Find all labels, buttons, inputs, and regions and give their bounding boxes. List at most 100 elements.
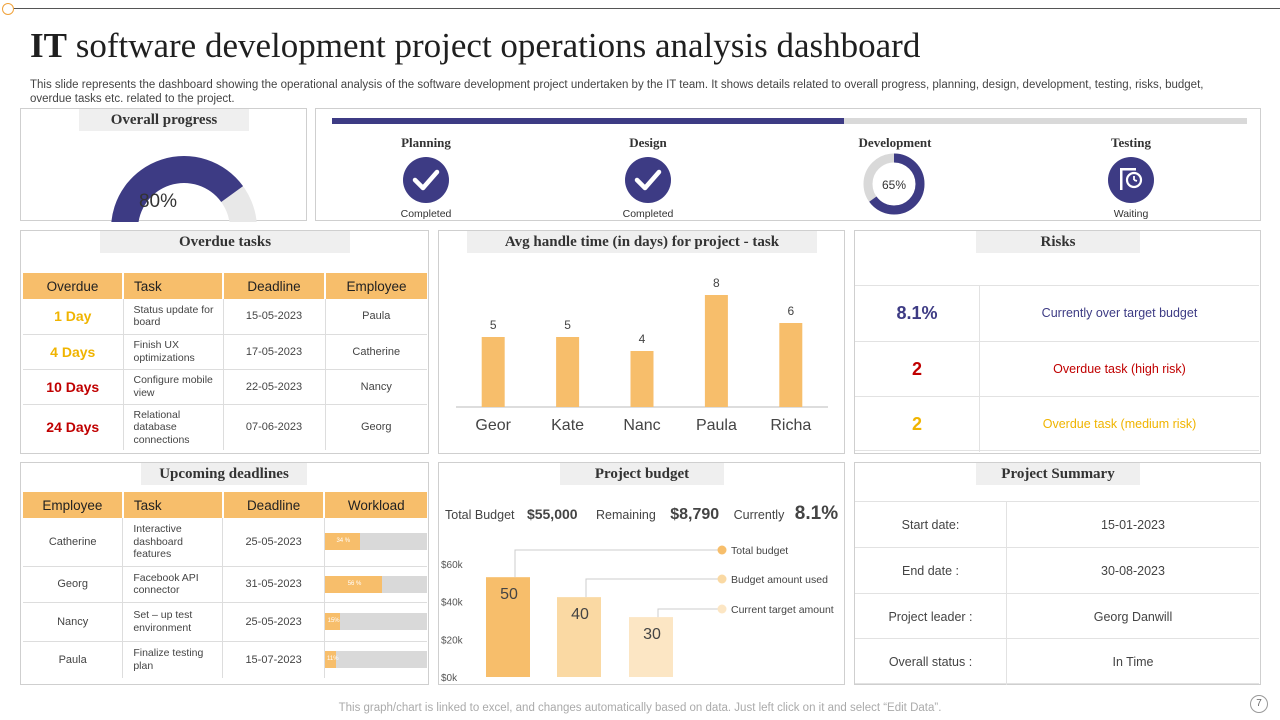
col-task: Task	[123, 273, 224, 299]
summary-row: Overall status : In Time	[855, 638, 1259, 685]
risk-text: Currently over target budget	[1041, 306, 1198, 320]
summary-label: Overall status :	[855, 639, 1007, 685]
bar	[486, 577, 530, 677]
deadline: 31-05-2023	[222, 566, 325, 603]
y-tick-label: $0k	[441, 673, 458, 684]
deadline: 17-05-2023	[223, 334, 326, 370]
remaining-label: Remaining	[596, 508, 656, 522]
timer-icon	[1108, 157, 1154, 203]
table-row: Nancy Set – up test environment 25-05-20…	[23, 602, 427, 642]
page-subtitle: This slide represents the dashboard show…	[30, 79, 1204, 105]
stages-panel: Planning Completed Design Completed Deve…	[315, 108, 1261, 221]
table-row: Paula Finalize testing plan 15-07-2023 1…	[23, 641, 427, 678]
risk-value: 8.1%	[855, 286, 980, 341]
bar	[556, 337, 580, 407]
task-name: Interactive dashboard features	[122, 518, 224, 567]
handle-time-chart: 5 Geor 5 Kate 4 Nanc 8 Paula 6 Richa	[456, 276, 828, 434]
col-workload: Workload	[324, 492, 427, 518]
task-name: Facebook API connector	[122, 566, 224, 603]
task-name: Status update for board	[123, 299, 224, 335]
remaining-value: $8,790	[670, 506, 720, 523]
task-name: Finalize testing plan	[122, 641, 224, 678]
stage-testing-label: Testing	[1111, 135, 1151, 150]
task-name: Relational database connections	[123, 404, 224, 450]
table-row: 10 Days Configure mobile view 22-05-2023…	[23, 369, 427, 405]
table-row: Catherine Interactive dashboard features…	[23, 518, 427, 567]
legend-label: Budget amount used	[731, 574, 828, 586]
upcoming-deadlines-panel: Upcoming deadlines Employee Task Deadlin…	[20, 462, 429, 685]
summary-label: Start date:	[855, 502, 1007, 548]
task-name: Finish UX optimizations	[123, 334, 224, 370]
risk-text: Overdue task (high risk)	[1053, 362, 1186, 376]
overdue-tasks-panel: Overdue tasks Overdue Task Deadline Empl…	[20, 230, 429, 454]
overall-progress-title: Overall progress	[79, 109, 249, 131]
summary-row: End date : 30-08-2023	[855, 547, 1259, 594]
budget-summary: Total Budget $55,000 Remaining $8,790 Cu…	[445, 503, 845, 525]
data-label: 5	[490, 318, 497, 332]
risk-text: Overdue task (medium risk)	[1042, 417, 1197, 431]
page-number: 7	[1250, 695, 1268, 713]
legend-label: Total budget	[731, 545, 788, 557]
deadline: 07-06-2023	[223, 404, 326, 450]
risk-value: 2	[855, 397, 980, 452]
data-label: 40	[571, 606, 589, 623]
col-employee: Employee	[23, 492, 124, 518]
deadline: 22-05-2023	[223, 369, 326, 405]
y-tick-label: $20k	[441, 635, 464, 646]
workload-cell: 11%	[324, 641, 427, 678]
summary-row: Project leader : Georg Danwill	[855, 593, 1259, 640]
project-summary-panel: Project Summary Start date: 15-01-2023 E…	[854, 462, 1261, 685]
top-rule	[12, 8, 1280, 9]
currently-label: Currently	[733, 508, 785, 522]
stage-design-status: Completed	[622, 208, 674, 220]
employee: Nancy	[325, 369, 427, 405]
table-row: Georg Facebook API connector 31-05-2023 …	[23, 566, 427, 603]
workload-cell: 15%	[324, 602, 427, 642]
risk-row: 8.1% Currently over target budget	[855, 285, 1259, 341]
overall-progress-panel: Overall progress 80%	[20, 108, 307, 222]
data-label: 8	[713, 276, 720, 290]
employee: Paula	[325, 299, 427, 335]
deadline: 25-05-2023	[222, 518, 325, 567]
data-label: 4	[639, 332, 646, 346]
workload-cell: 34 %	[324, 518, 427, 567]
workload-fill: 15%	[324, 613, 341, 630]
overdue-days: 1 Day	[23, 299, 124, 335]
footer-note: This graph/chart is linked to excel, and…	[338, 702, 942, 714]
stage-planning-status: Completed	[400, 208, 452, 220]
check-icon	[625, 157, 671, 203]
task-name: Set – up test environment	[122, 602, 224, 642]
total-budget-label: Total Budget	[445, 508, 515, 522]
summary-label: Project leader :	[855, 594, 1007, 640]
workload-fill: 34 %	[324, 533, 360, 551]
deadline: 25-05-2023	[222, 602, 325, 642]
summary-label: End date :	[855, 548, 1007, 594]
overdue-days: 10 Days	[23, 369, 124, 405]
deadline: 15-07-2023	[222, 641, 325, 678]
upcoming-deadlines-title: Upcoming deadlines	[141, 463, 307, 485]
table-row: 24 Days Relational database connections …	[23, 404, 427, 450]
overall-progress-value: 80%	[139, 191, 177, 212]
tick-label: Kate	[551, 417, 584, 434]
check-icon	[403, 157, 449, 203]
upcoming-deadlines-table: Employee Task Deadline Workload Catherin…	[23, 492, 427, 678]
y-tick-label: $40k	[441, 598, 464, 609]
bar	[629, 617, 673, 677]
connector-line	[657, 608, 722, 618]
table-row: 1 Day Status update for board 15-05-2023…	[23, 299, 427, 335]
summary-row: Start date: 15-01-2023	[855, 501, 1259, 548]
project-budget-title: Project budget	[560, 463, 724, 485]
project-budget-panel: Project budget Total Budget $55,000 Rema…	[438, 462, 845, 685]
employee: Catherine	[23, 518, 124, 567]
employee: Georg	[360, 421, 392, 434]
y-tick-label: $60k	[441, 560, 464, 571]
currently-value: 8.1%	[794, 503, 839, 524]
stage-testing-status: Waiting	[1113, 208, 1149, 220]
bar	[481, 337, 505, 407]
handle-time-panel: Avg handle time (in days) for project - …	[438, 230, 845, 454]
summary-value: 30-08-2023	[1101, 564, 1165, 578]
employee: Catherine	[325, 334, 427, 370]
workload-bar: 15%	[324, 613, 427, 630]
legend-marker	[717, 604, 727, 614]
workload-fill: 56 %	[324, 575, 383, 593]
